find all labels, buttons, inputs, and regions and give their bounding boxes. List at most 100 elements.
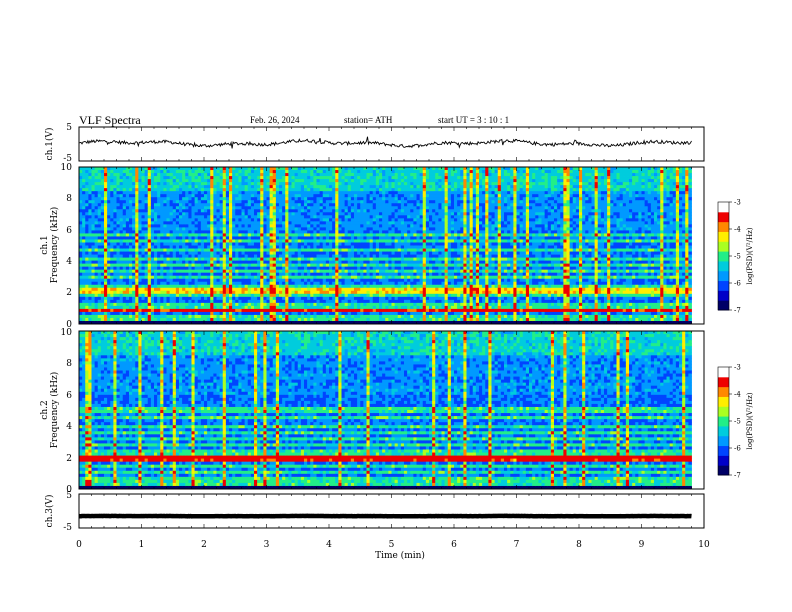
spectrogram-cell: [272, 305, 277, 310]
spectrogram-cell: [297, 287, 302, 292]
spectrogram-cell: [250, 263, 255, 268]
spectrogram-cell: [194, 272, 199, 277]
spectrogram-cell: [94, 167, 99, 171]
spectrogram-cell: [91, 215, 96, 219]
spectrogram-cell: [166, 266, 171, 271]
spectrogram-cell: [338, 176, 342, 180]
spectrogram-cell: [260, 296, 264, 301]
spectrogram-cell: [110, 248, 114, 252]
spectrogram-cell: [275, 302, 280, 307]
spectrogram-cell: [316, 179, 321, 183]
spectrogram-cell: [207, 263, 211, 268]
spectrogram-cell: [119, 299, 124, 304]
spectrogram-cell: [294, 269, 299, 274]
spectrogram-cell: [347, 293, 352, 298]
spectrogram-cell: [275, 293, 280, 298]
spectrogram-cell: [185, 254, 189, 258]
spectrogram-cell: [129, 314, 133, 319]
spectrogram-cell: [254, 221, 258, 225]
spectrogram-cell: [297, 197, 302, 201]
spectrogram-cell: [272, 293, 277, 298]
spectrogram-cell: [179, 224, 183, 228]
spectrogram-cell: [119, 320, 124, 325]
spectrogram-cell: [332, 314, 336, 319]
spectrogram-cell: [350, 242, 355, 246]
spectrogram-cell: [191, 263, 196, 268]
spectrogram-cell: [347, 299, 352, 304]
spectrogram-cell: [282, 239, 286, 243]
spectrogram-cell: [257, 281, 261, 286]
spectrogram-cell: [150, 299, 155, 304]
spectrogram-cell: [372, 212, 377, 216]
spectrogram-cell: [272, 239, 277, 243]
spectrogram-cell: [341, 206, 346, 210]
spectrogram-cell: [91, 239, 96, 243]
spectrogram-cell: [300, 203, 305, 207]
spectrogram-cell: [241, 257, 246, 261]
spectrogram-cell: [191, 293, 196, 298]
spectrogram-cell: [197, 317, 202, 322]
spectrogram-cell: [97, 179, 102, 183]
spectrogram-cell: [191, 314, 196, 319]
spectrogram-cell: [297, 284, 302, 289]
spectrogram-cell: [369, 167, 374, 171]
spectrogram-cell: [354, 287, 358, 292]
spectrogram-cell: [91, 320, 96, 325]
spectrogram-cell: [332, 266, 336, 271]
spectrogram-cell: [97, 245, 102, 249]
spectrogram-cell: [372, 176, 377, 180]
spectrogram-cell: [154, 242, 158, 246]
spectrogram-cell: [82, 311, 86, 316]
spectrogram-cell: [347, 272, 352, 277]
spectrogram-cell: [129, 245, 133, 249]
spectrogram-cell: [319, 185, 324, 189]
spectrogram-cell: [210, 233, 214, 237]
spectrogram-cell: [285, 200, 289, 204]
spectrogram-cell: [229, 200, 233, 204]
spectrogram-cell: [310, 269, 314, 274]
spectrogram-cell: [375, 224, 380, 228]
spectrogram-cell: [266, 248, 271, 252]
spectrogram-cell: [150, 287, 155, 292]
spectrogram-cell: [369, 242, 374, 246]
spectrogram-cell: [260, 320, 264, 325]
spectrogram-cell: [341, 188, 346, 192]
spectrogram-cell: [300, 215, 305, 219]
spectrogram-cell: [150, 317, 155, 322]
spectrogram-cell: [157, 209, 161, 213]
spectrogram-cell: [291, 251, 296, 255]
spectrogram-cell: [288, 218, 292, 222]
spectrogram-cell: [344, 176, 349, 180]
spectrogram-cell: [369, 245, 374, 249]
spectrogram-cell: [294, 251, 299, 255]
spectrogram-cell: [254, 287, 258, 292]
spectrogram-cell: [225, 215, 230, 219]
spectrogram-cell: [207, 302, 211, 307]
spectrogram-cell: [91, 251, 96, 255]
spectrogram-cell: [94, 296, 99, 301]
spectrogram-cell: [313, 209, 317, 213]
spectrogram-cell: [338, 221, 342, 225]
spectrogram-cell: [163, 188, 167, 192]
spectrogram-cell: [197, 239, 202, 243]
spectrogram-cell: [282, 299, 286, 304]
spectrogram-cell: [322, 197, 327, 201]
spectrogram-cell: [338, 248, 342, 252]
spectrogram-cell: [107, 200, 111, 204]
spectrogram-cell: [313, 212, 317, 216]
spectrogram-cell: [166, 239, 171, 243]
spectrogram-cell: [354, 248, 358, 252]
spectrogram-cell: [307, 218, 311, 222]
spectrogram-cell: [247, 284, 252, 289]
spectrogram-cell: [85, 176, 89, 180]
spectrogram-cell: [150, 224, 155, 228]
spectrogram-cell: [138, 206, 142, 210]
spectrogram-cell: [297, 239, 302, 243]
spectrogram-cell: [110, 230, 114, 234]
spectrogram-cell: [354, 182, 358, 186]
spectrogram-cell: [338, 167, 342, 171]
spectrogram-cell: [250, 314, 255, 319]
spectrogram-cell: [310, 203, 314, 207]
spectrogram-cell: [363, 179, 367, 183]
spectrogram-cell: [204, 206, 208, 210]
